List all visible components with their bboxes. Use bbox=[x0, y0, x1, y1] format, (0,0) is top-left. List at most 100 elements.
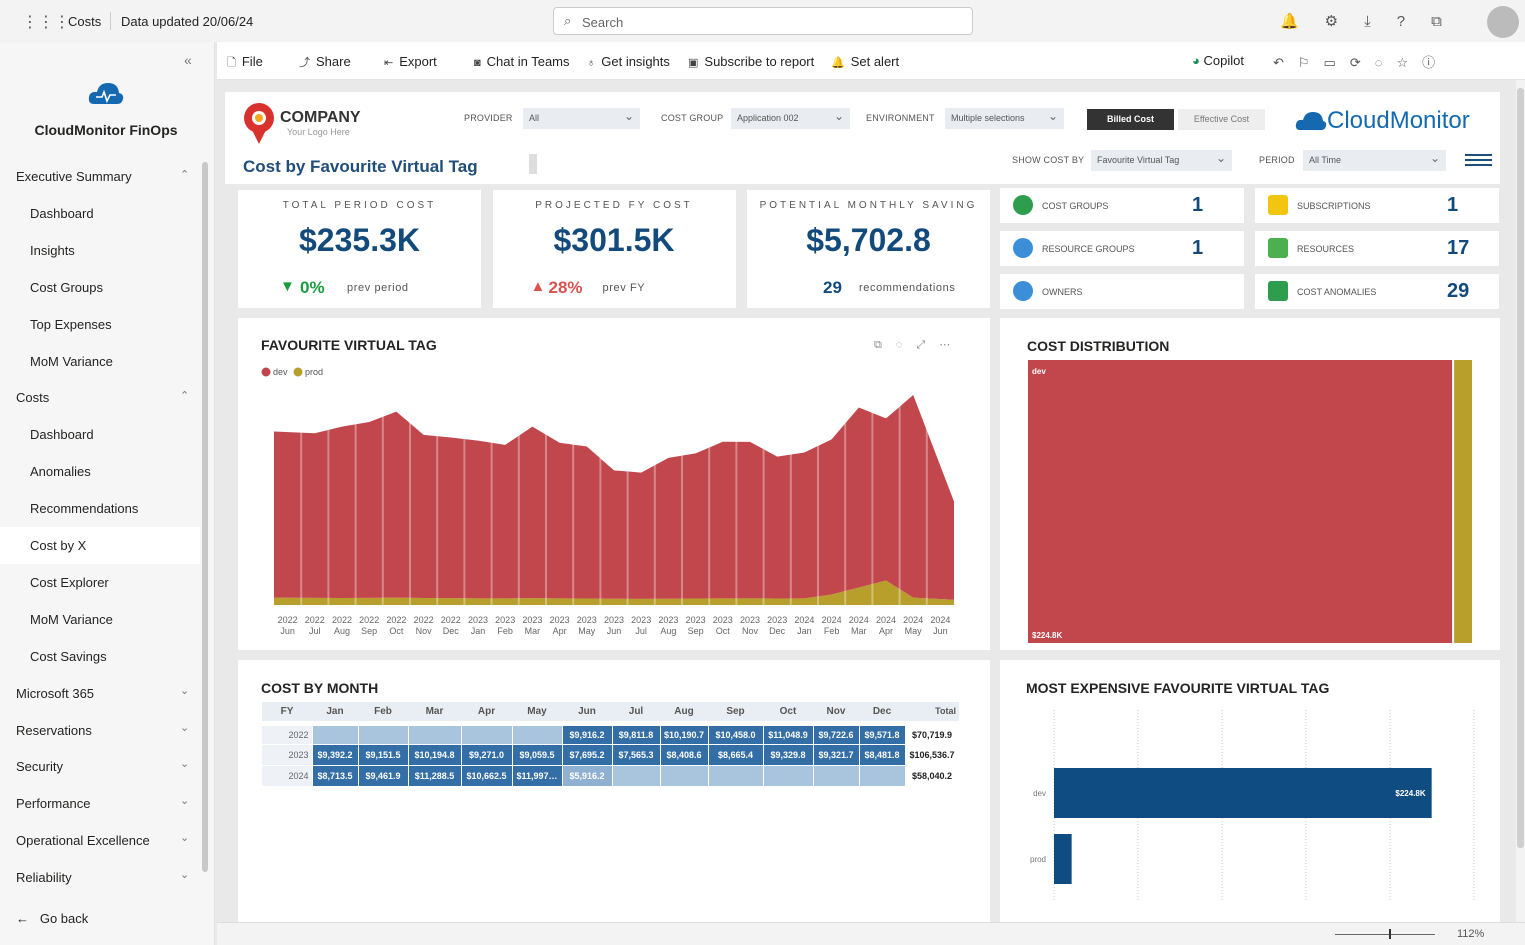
top-icons[interactable]: 🔔⚙⤓?⧉ bbox=[1280, 13, 1468, 30]
column-header: Dec bbox=[872, 705, 892, 717]
zoom-slider[interactable] bbox=[1335, 929, 1435, 939]
app-name[interactable]: Costs bbox=[68, 14, 102, 29]
toolbar-item[interactable]: 🔔 Set alert bbox=[831, 54, 899, 69]
filter-label: SHOW COST BY bbox=[1012, 155, 1085, 165]
menu-icon[interactable] bbox=[1465, 154, 1492, 166]
icon: ▣ bbox=[688, 57, 699, 69]
table-cell: 2022 bbox=[262, 723, 313, 744]
table-cell: $5,916.2 bbox=[562, 765, 613, 786]
toggle-billed[interactable]: Billed Cost bbox=[1087, 109, 1174, 130]
chevron: ⌄ bbox=[180, 758, 190, 771]
nav-item[interactable]: MoM Variance bbox=[0, 343, 200, 380]
column-header: Sep bbox=[726, 705, 745, 717]
panel-icons[interactable]: ⧉◌⤢⋯ bbox=[874, 339, 965, 351]
nav-item[interactable]: Security ⌄ bbox=[0, 748, 200, 785]
search-icon: ⌕ bbox=[564, 13, 572, 28]
filter-dropdown[interactable]: Favourite Virtual Tag bbox=[1091, 150, 1232, 171]
toolbar-item[interactable]: ♁ Get insights bbox=[587, 54, 670, 69]
x-tick-label: 2023 Sep bbox=[685, 615, 706, 636]
nav-item[interactable]: Microsoft 365 ⌄ bbox=[0, 675, 200, 712]
nav-label: MoM Variance bbox=[30, 611, 113, 627]
toggle-effective[interactable]: Effective Cost bbox=[1178, 109, 1265, 130]
legend-label: prod bbox=[305, 367, 323, 377]
sidebar-title: CloudMonitor FinOps bbox=[34, 122, 178, 138]
column-header: Oct bbox=[779, 705, 797, 717]
toolbar-item[interactable]: ⇤ Export bbox=[384, 54, 437, 69]
collapse[interactable]: « bbox=[184, 52, 192, 68]
divider bbox=[110, 12, 111, 30]
nav-item[interactable]: Reliability ⌄ bbox=[0, 859, 200, 896]
search-placeholder: Search bbox=[582, 15, 624, 30]
nav-label: Microsoft 365 bbox=[16, 685, 95, 701]
table-row: 2024 $8,713.5 $9,461.9 $11,288.5 $10,662.5 $1… bbox=[262, 765, 960, 786]
filter-label: ENVIRONMENT bbox=[866, 113, 935, 123]
toolbar-item[interactable]: ◙ Chat in Teams bbox=[474, 54, 570, 69]
table-cell: $9,151.5 bbox=[358, 744, 409, 765]
avatar[interactable] bbox=[1487, 6, 1519, 38]
chevron: ⌄ bbox=[180, 721, 190, 734]
panel-title: COST BY MONTH bbox=[261, 680, 379, 696]
x-tick-label: 2024 Jan bbox=[794, 615, 815, 636]
nav-item[interactable]: Operational Excellence ⌄ bbox=[0, 822, 200, 859]
chevron: ⌄ bbox=[180, 684, 190, 697]
zoom-level: 112% bbox=[1457, 928, 1485, 940]
table-cell bbox=[813, 765, 860, 786]
toolbar-label: Get insights bbox=[601, 54, 670, 69]
table-cell: $106,536.7 bbox=[905, 744, 960, 765]
filter-dropdown[interactable]: All Time bbox=[1303, 150, 1446, 171]
nav-item[interactable]: Costs ⌄ bbox=[0, 379, 200, 416]
x-tick-label: 2023 Mar bbox=[522, 615, 543, 636]
stat-label: RESOURCE GROUPS bbox=[1042, 244, 1135, 254]
toolbar-item[interactable]: 🗋 File bbox=[227, 54, 263, 73]
treemap-tile bbox=[1028, 360, 1453, 643]
table-cell: 2024 bbox=[262, 765, 313, 786]
nav-item[interactable]: MoM Variance bbox=[0, 601, 200, 638]
toolbar-item[interactable]: ⤴ Share bbox=[299, 54, 351, 70]
copilot-label: Copilot bbox=[1203, 53, 1244, 68]
data-updated[interactable]: Data updated 20/06/24 bbox=[121, 14, 254, 29]
nav-item[interactable]: Anomalies bbox=[0, 453, 200, 490]
copilot[interactable]: ◕ Copilot bbox=[1192, 53, 1244, 68]
nav-item[interactable]: Cost Groups bbox=[0, 269, 200, 306]
toolbar-item[interactable]: ▣ Subscribe to report bbox=[688, 54, 814, 69]
nav-item[interactable]: Executive Summary ⌄ bbox=[0, 158, 200, 195]
nav-item[interactable]: Cost Savings bbox=[0, 638, 200, 675]
nav-item[interactable]: Recommendations bbox=[0, 490, 200, 527]
toolbar-icons[interactable]: ↶⚐▭⟳◌☆ⓘ bbox=[1273, 55, 1450, 70]
search-box[interactable]: ⌕ Search bbox=[553, 7, 973, 35]
app-launcher[interactable]: ⋮⋮⋮ bbox=[22, 14, 70, 31]
nav-item[interactable]: Dashboard bbox=[0, 195, 200, 232]
report-header: COMPANY Your Logo Here Cost by Favourite… bbox=[225, 92, 1500, 184]
filter-dropdown[interactable]: Application 002 bbox=[731, 108, 850, 129]
bar-label: $224.8K bbox=[1395, 789, 1425, 798]
table-cell bbox=[512, 723, 563, 744]
kpi-arrow: ▼ bbox=[280, 278, 295, 295]
filter-dropdown[interactable]: Multiple selections bbox=[945, 108, 1064, 129]
nav-item[interactable]: Reservations ⌄ bbox=[0, 712, 200, 749]
nav-item[interactable]: Cost Explorer bbox=[0, 564, 200, 601]
brand-name: CloudMonitor bbox=[1327, 107, 1470, 134]
table-cell: $11,288.5 bbox=[408, 765, 462, 786]
nav-item[interactable]: Top Expenses bbox=[0, 306, 200, 343]
filter-dropdown[interactable]: All bbox=[523, 108, 640, 129]
table-cell: $9,392.2 bbox=[312, 744, 359, 765]
table-cell bbox=[358, 723, 409, 744]
kpi-note: recommendations bbox=[859, 282, 956, 294]
nav-item[interactable]: Performance ⌄ bbox=[0, 785, 200, 822]
nav-item[interactable]: Insights bbox=[0, 232, 200, 269]
legend-dot bbox=[261, 367, 271, 377]
x-tick-label: 2022 Jul bbox=[304, 615, 325, 636]
table-cell: $10,662.5 bbox=[461, 765, 513, 786]
nav-item[interactable]: Dashboard bbox=[0, 416, 200, 453]
stat-card: SUBSCRIPTIONS 1 bbox=[1255, 188, 1499, 223]
table-cell: $9,916.2 bbox=[562, 723, 613, 744]
toolbar-label: Chat in Teams bbox=[486, 54, 570, 69]
icon: ♁ bbox=[587, 57, 596, 69]
table-cell: $10,458.0 bbox=[708, 723, 764, 744]
legend-dot bbox=[293, 367, 303, 377]
nav-label: Anomalies bbox=[30, 464, 91, 480]
nav-item[interactable]: Cost by X bbox=[0, 527, 200, 564]
kpi-label: POTENTIAL MONTHLY SAVING bbox=[759, 200, 978, 211]
go-back[interactable]: ← Go back bbox=[16, 911, 89, 926]
kpi-note: prev period bbox=[347, 282, 409, 294]
